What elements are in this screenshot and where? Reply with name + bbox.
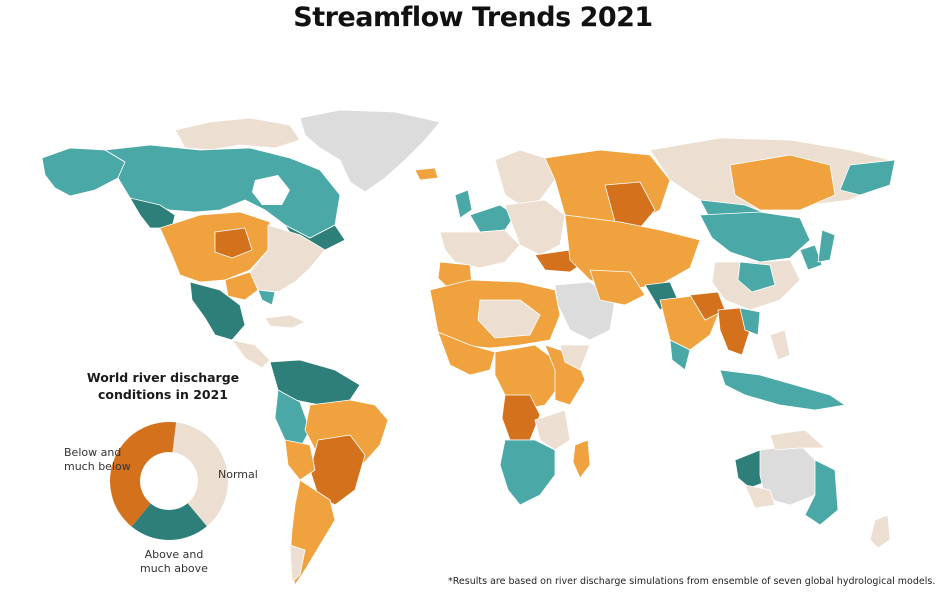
legend-title-line2: conditions in 2021 bbox=[98, 387, 228, 402]
sahara-normal-region bbox=[477, 299, 541, 339]
china-central-teal bbox=[737, 261, 776, 293]
legend-label-below: Below and much below bbox=[64, 446, 131, 474]
legend-label-normal: Normal bbox=[218, 468, 258, 482]
central-africa-region bbox=[494, 344, 561, 411]
bolivia-region bbox=[284, 439, 316, 481]
caribbean-islands bbox=[264, 314, 306, 329]
australia-north-region bbox=[769, 429, 826, 451]
legend-label-below-line2: much below bbox=[64, 460, 131, 473]
legend-label-above: Above and much above bbox=[140, 548, 208, 576]
legend-label-below-line1: Below and bbox=[64, 446, 122, 459]
russia-west-much-below bbox=[604, 181, 656, 229]
japan-region bbox=[817, 229, 836, 263]
new-zealand bbox=[869, 514, 891, 549]
usa-central-region bbox=[214, 227, 253, 259]
canadian-arctic-islands bbox=[174, 117, 301, 151]
australia-southwest bbox=[744, 484, 776, 509]
madagascar bbox=[572, 439, 591, 479]
legend-title: World river discharge conditions in 2021 bbox=[78, 369, 248, 403]
footnote: *Results are based on river discharge si… bbox=[448, 576, 936, 587]
patagonia-region bbox=[289, 544, 306, 583]
donut-segment-below bbox=[110, 422, 177, 527]
malaysia-indonesia-region bbox=[719, 369, 846, 411]
iran-region bbox=[589, 269, 646, 306]
usa-southeast-region bbox=[224, 271, 259, 301]
legend-label-above-line1: Above and bbox=[144, 548, 204, 561]
usa-east-region bbox=[249, 224, 326, 293]
southeast-africa-region bbox=[534, 409, 571, 451]
page-title: Streamflow Trends 2021 bbox=[293, 2, 653, 33]
india-south-region bbox=[669, 339, 691, 371]
scandinavia-region bbox=[494, 149, 556, 206]
uk-region bbox=[454, 189, 473, 219]
far-east-region bbox=[839, 159, 896, 196]
china-north-region bbox=[699, 211, 811, 263]
hudson-bay bbox=[252, 175, 290, 205]
iceland bbox=[414, 167, 439, 181]
central-siberia-region bbox=[729, 154, 836, 211]
horn-of-africa bbox=[559, 344, 591, 371]
alaska-region bbox=[41, 147, 126, 197]
donut-segment-above bbox=[131, 503, 207, 540]
florida-region bbox=[257, 289, 276, 306]
korea-japan-region bbox=[799, 244, 823, 271]
donut-segment-normal bbox=[172, 422, 228, 527]
western-europe-region bbox=[439, 229, 521, 269]
southern-africa-region bbox=[499, 439, 556, 506]
legend-title-line1: World river discharge bbox=[86, 370, 240, 385]
eastern-europe-region bbox=[504, 199, 566, 256]
brazil-central-region bbox=[309, 434, 366, 506]
philippines-region bbox=[769, 329, 791, 361]
indochina-teal bbox=[739, 307, 761, 336]
greenland-region bbox=[299, 109, 441, 193]
west-africa-region bbox=[437, 331, 496, 376]
legend-label-above-line2: much above bbox=[140, 562, 208, 575]
australia-east-region bbox=[804, 459, 839, 526]
northern-europe-region bbox=[469, 204, 516, 233]
legend-label-normal-line1: Normal bbox=[218, 468, 258, 481]
central-america-region bbox=[231, 339, 271, 369]
